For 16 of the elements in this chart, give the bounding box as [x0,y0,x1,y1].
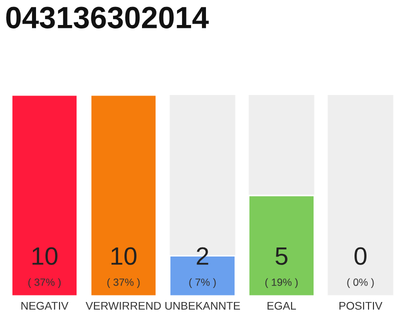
x-tick-label: POSITIV [339,302,382,310]
data-label: 0 [354,247,366,265]
data-label: 10 [32,247,58,265]
annotation: ( 7% ) [189,278,216,288]
x-tick-label: UNBEKANNTE [165,302,240,310]
annotation: ( 19% ) [265,278,298,288]
annotation: ( 37% ) [28,278,61,288]
x-tick-label: NEGATIV [21,302,68,310]
annotation: ( 0% ) [347,278,374,288]
x-tick-label: VERWIRREND [86,302,161,310]
data-label: 10 [112,247,136,265]
data-label: 5 [276,247,288,265]
data-label: 2 [196,247,208,265]
x-tick-label: EGAL [268,302,296,310]
annotation: ( 37% ) [107,278,140,288]
chart-title: 043136302014 [6,6,209,28]
